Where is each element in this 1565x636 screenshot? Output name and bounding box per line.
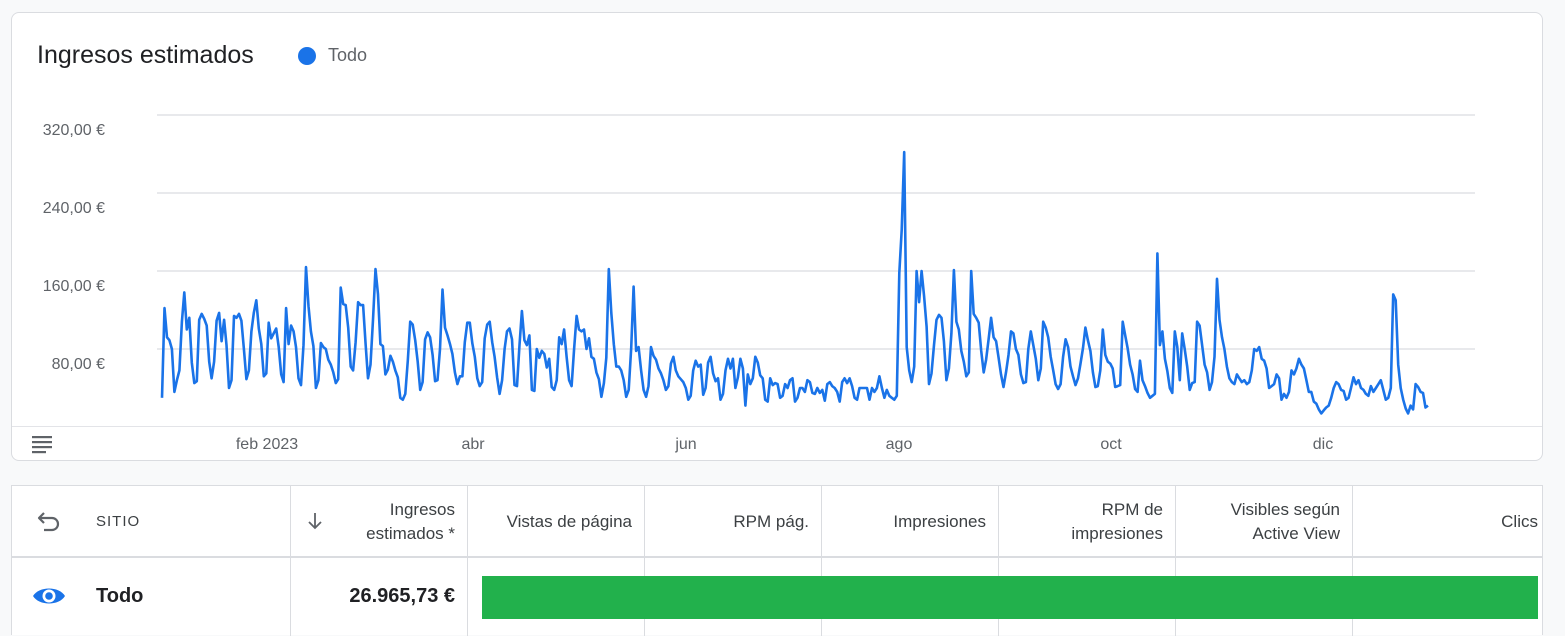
row-site-label: Todo: [96, 585, 144, 607]
chart-title: Ingresos estimados: [37, 41, 254, 69]
x-tick-label: oct: [1100, 436, 1122, 453]
y-tick-label: 240,00 €: [43, 200, 105, 217]
header-impression-rpm-cell[interactable]: RPM de impresiones: [999, 486, 1176, 556]
header-revenue-line1: Ingresos: [389, 500, 455, 519]
y-tick-label: 160,00 €: [43, 278, 105, 295]
x-tick-label: ago: [886, 436, 913, 453]
x-tick-label: abr: [461, 436, 485, 453]
x-tick-label: dic: [1313, 436, 1333, 453]
legend-dot-icon: [298, 46, 316, 65]
header-active-view-line2: Active View: [1252, 524, 1340, 543]
y-tick-label: 80,00 €: [52, 356, 105, 373]
row-revenue-cell: 26.965,73 €: [291, 558, 468, 636]
x-axis: feb 2023 abr jun ago oct dic: [236, 436, 1333, 453]
table-row: Todo 26.965,73 €: [12, 558, 1542, 636]
header-active-view-cell[interactable]: Visibles según Active View: [1176, 486, 1353, 556]
header-page-rpm: RPM pág.: [733, 512, 809, 531]
table-header: SITIO Ingresos estimados * Vistas de pág…: [12, 486, 1542, 558]
header-page-rpm-cell[interactable]: RPM pág.: [645, 486, 822, 556]
header-clicks: Clics: [1501, 512, 1538, 531]
legend-label: Todo: [328, 45, 368, 65]
header-revenue-cell[interactable]: Ingresos estimados *: [291, 486, 468, 556]
header-impression-rpm-line2: impresiones: [1071, 524, 1163, 543]
arrow-down-icon: [307, 512, 323, 535]
row-site-cell: Todo: [12, 558, 291, 636]
page-views-bar: [482, 576, 1538, 619]
x-tick-label: jun: [674, 436, 696, 453]
series-line-todo[interactable]: [160, 150, 1429, 415]
header-site[interactable]: SITIO: [96, 513, 141, 530]
report-table: SITIO Ingresos estimados * Vistas de pág…: [11, 485, 1543, 636]
header-impression-rpm-line1: RPM de: [1101, 500, 1163, 519]
header-active-view-line1: Visibles según: [1230, 500, 1340, 519]
undo-icon[interactable]: [36, 510, 62, 537]
row-revenue-value: 26.965,73 €: [349, 585, 455, 607]
header-impressions: Impresiones: [893, 512, 986, 531]
chart-footer: feb 2023 abr jun ago oct dic: [12, 427, 1542, 460]
eye-icon[interactable]: [32, 584, 66, 613]
header-page-views: Vistas de página: [506, 512, 632, 531]
header-impressions-cell[interactable]: Impresiones: [822, 486, 999, 556]
header-revenue-line2: estimados *: [366, 524, 455, 543]
revenue-line-chart[interactable]: 80,00 € 160,00 € 240,00 € 320,00 €: [12, 13, 1542, 427]
header-site-cell: SITIO: [12, 486, 291, 556]
x-tick-label: feb 2023: [236, 436, 298, 453]
chart-legend[interactable]: Todo: [298, 45, 367, 66]
table-icon[interactable]: [32, 434, 54, 459]
chart-card: Ingresos estimados Todo 80,00 € 160,00 € 2…: [11, 12, 1543, 461]
y-tick-label: 320,00 €: [43, 122, 105, 139]
header-clicks-cell[interactable]: Clics: [1353, 486, 1542, 556]
header-page-views-cell[interactable]: Vistas de página: [468, 486, 645, 556]
